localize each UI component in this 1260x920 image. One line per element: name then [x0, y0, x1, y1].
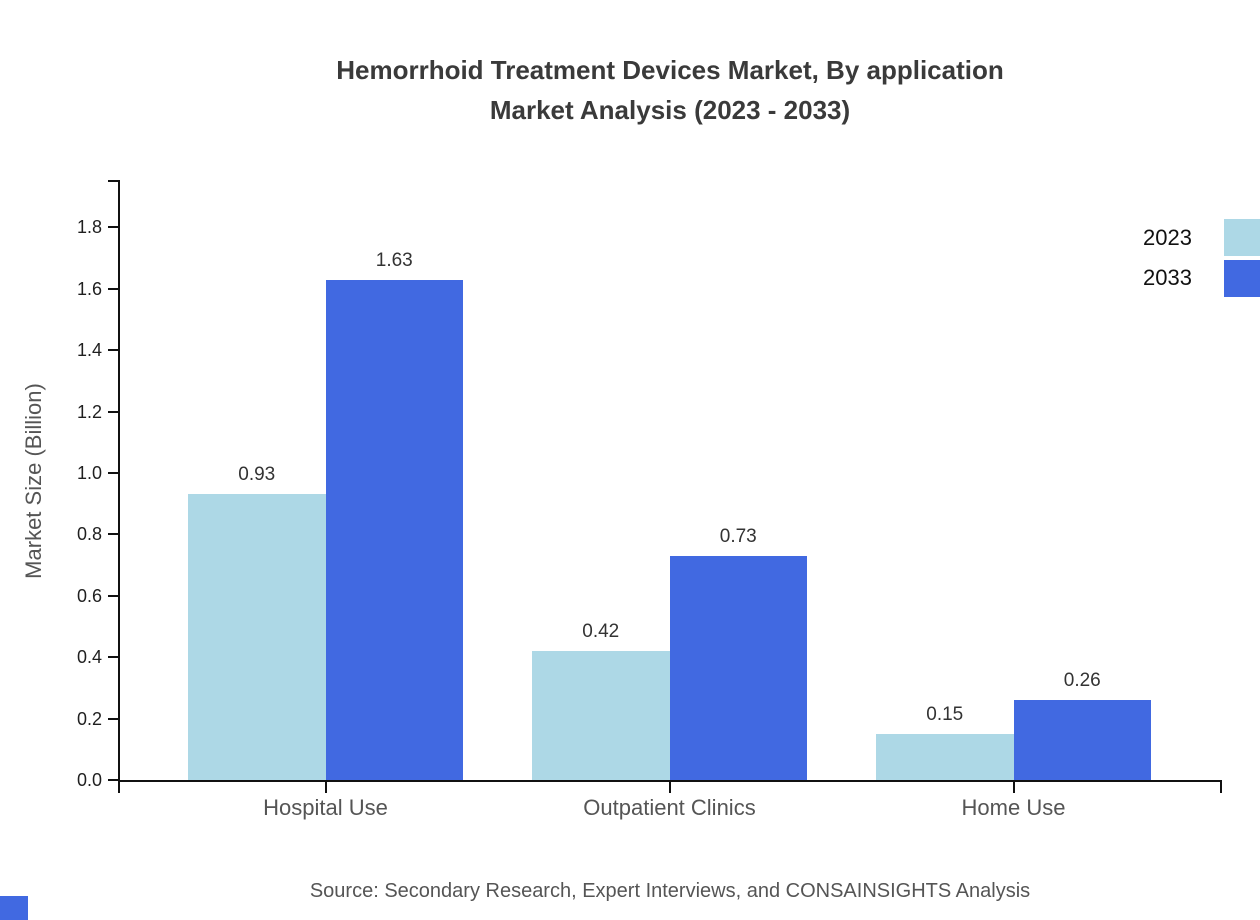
category-label-outpatient-clinics: Outpatient Clinics — [583, 795, 756, 820]
legend-label-2033: 2033 — [1143, 265, 1192, 290]
y-axis-spine — [118, 180, 120, 793]
y-tick — [108, 226, 118, 229]
bar-value-label-2033-home-use: 0.26 — [1063, 670, 1101, 692]
y-tick — [108, 349, 118, 352]
bar-2033-hospital-use — [325, 279, 463, 780]
y-tick — [108, 472, 118, 474]
bar-value-label-2033-hospital-use: 1.63 — [375, 249, 413, 271]
y-tick-label: 0.6 — [76, 585, 102, 606]
bar-value-label-2023-hospital-use: 0.93 — [238, 464, 276, 486]
y-tick-label: 0.4 — [76, 647, 102, 668]
x-tick — [1012, 780, 1015, 793]
y-tick-label: 0.2 — [76, 708, 102, 729]
source-note: Source: Secondary Research, Expert Inter… — [309, 880, 1031, 902]
y-tick — [108, 779, 118, 781]
brand-logo-square — [0, 896, 28, 920]
bar-2033-outpatient-clinics — [669, 555, 807, 780]
chart-title: Hemorrhoid Treatment Devices Market, By … — [80, 50, 1260, 130]
y-tick-label: 0.0 — [76, 770, 102, 790]
category-label-home-use: Home Use — [961, 795, 1066, 820]
y-tick-label: 0.8 — [76, 524, 102, 545]
y-tick — [108, 533, 118, 536]
y-tick — [108, 717, 118, 720]
y-axis-endcap-tick — [108, 180, 118, 182]
y-tick — [108, 594, 118, 597]
chart-title-line-1: Hemorrhoid Treatment Devices Market, By … — [336, 55, 1004, 85]
y-tick-label: 1.6 — [76, 278, 102, 299]
y-tick-label: 1.8 — [76, 217, 102, 238]
legend-swatch-2033 — [1224, 260, 1260, 297]
y-tick — [108, 410, 118, 413]
bar-2033-home-use — [1013, 700, 1151, 780]
y-tick-label: 1.0 — [76, 463, 102, 483]
bar-2023-outpatient-clinics — [532, 651, 670, 780]
bar-value-label-2023-home-use: 0.15 — [926, 703, 964, 725]
bar-value-label-2023-outpatient-clinics: 0.42 — [582, 621, 620, 643]
bar-2023-home-use — [876, 733, 1014, 780]
category-label-hospital-use: Hospital Use — [263, 795, 388, 820]
y-tick-label: 1.2 — [76, 401, 102, 422]
legend-swatch-2023 — [1224, 219, 1260, 256]
y-tick-label: 1.4 — [76, 340, 102, 361]
chart-title-line-2: Market Analysis (2023 - 2033) — [489, 95, 851, 125]
y-tick — [108, 656, 118, 659]
x-axis-endcap-tick — [1220, 780, 1222, 793]
bar-value-label-2033-outpatient-clinics: 0.73 — [719, 525, 757, 547]
legend-label-2023: 2023 — [1143, 225, 1192, 250]
x-tick — [324, 780, 327, 793]
y-tick — [108, 287, 118, 290]
bar-2023-hospital-use — [188, 494, 326, 780]
x-tick — [668, 780, 671, 793]
